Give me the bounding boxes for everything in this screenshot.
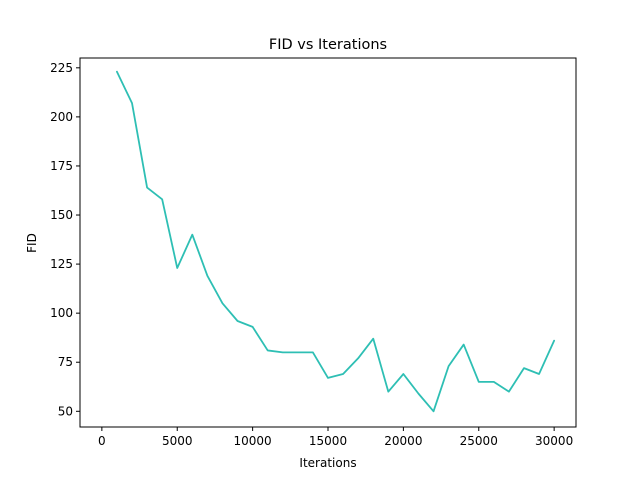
- plot-frame: [79, 57, 577, 428]
- x-tick-label: 15000: [309, 434, 347, 448]
- y-axis-label: FID: [25, 233, 39, 253]
- x-tick-label: 10000: [234, 434, 272, 448]
- y-tick-label: 225: [50, 61, 73, 75]
- fid-series-line: [116, 70, 556, 413]
- x-tick-label: 5000: [162, 434, 193, 448]
- x-axis: 0 5000 10000 15000 20000 25000 30000: [98, 427, 573, 448]
- chart-title: FID vs Iterations: [269, 37, 387, 53]
- y-tick-label: 200: [50, 110, 73, 124]
- plot-area: 50 75 100 125 150 175 200 225 0 5000 10000 15000 20…: [50, 57, 577, 448]
- y-tick-label: 150: [50, 208, 73, 222]
- x-tick-label: 30000: [535, 434, 573, 448]
- y-axis: 50 75 100 125 150 175 200 225: [50, 61, 80, 418]
- y-tick-label: 75: [58, 355, 73, 369]
- x-tick-label: 0: [98, 434, 106, 448]
- y-tick-label: 175: [50, 159, 73, 173]
- x-axis-label: Iterations: [299, 456, 356, 470]
- x-tick-label: 20000: [384, 434, 422, 448]
- y-tick-label: 50: [58, 404, 73, 418]
- y-tick-label: 100: [50, 306, 73, 320]
- x-tick-label: 25000: [460, 434, 498, 448]
- y-tick-label: 125: [50, 257, 73, 271]
